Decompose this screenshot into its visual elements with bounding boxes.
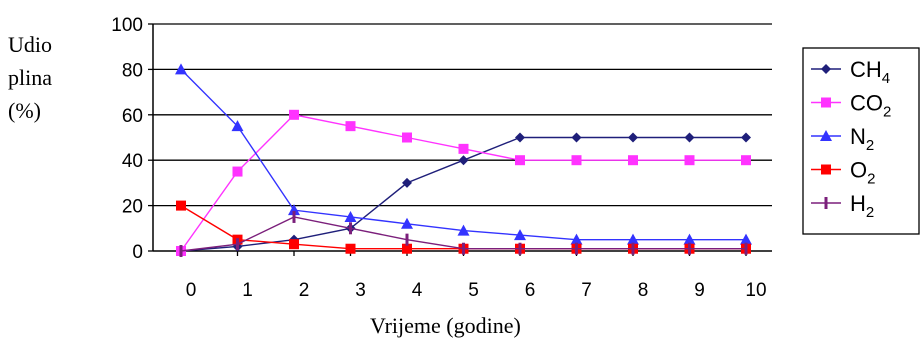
data-point-co2-6 xyxy=(515,155,525,166)
axes xyxy=(148,23,772,256)
y-axis-label-line-3: (%) xyxy=(8,98,41,123)
series-group xyxy=(175,63,752,257)
data-point-n2-5 xyxy=(457,224,470,236)
data-point-h2-9 xyxy=(688,242,691,255)
data-point-h2-3 xyxy=(349,222,352,235)
data-point-ch4-4 xyxy=(402,177,412,188)
data-point-n2-4 xyxy=(401,217,413,229)
legend-label-o2: O2 xyxy=(850,158,875,188)
y-tick-labels: 0 20 40 60 80 100 xyxy=(111,15,143,263)
x-tick-label-7: 7 xyxy=(581,280,592,301)
y-tick-label-60: 60 xyxy=(122,106,143,127)
legend-marker-h2 xyxy=(824,197,828,209)
data-point-ch4-8 xyxy=(628,132,638,143)
data-point-h2-1 xyxy=(236,238,239,251)
x-tick-label-5: 5 xyxy=(468,280,479,301)
data-point-h2-10 xyxy=(744,242,748,255)
data-point-n2-9 xyxy=(683,233,696,245)
data-point-o2-3 xyxy=(345,243,356,254)
x-tick-label-10: 10 xyxy=(745,280,766,301)
data-point-n2-7 xyxy=(570,233,583,245)
legend-label-h2: H2 xyxy=(850,191,874,221)
data-point-co2-4 xyxy=(402,132,412,143)
data-point-co2-9 xyxy=(684,155,695,166)
data-point-co2-5 xyxy=(458,143,469,154)
data-point-n2-3 xyxy=(344,210,357,222)
data-point-co2-10 xyxy=(741,155,751,166)
x-tick-label-0: 0 xyxy=(186,280,197,301)
x-tick-label-2: 2 xyxy=(299,280,310,301)
y-axis-label-line-2: plina xyxy=(8,65,52,90)
data-point-ch4-10 xyxy=(741,132,751,143)
x-tick-label-4: 4 xyxy=(412,280,423,301)
data-point-n2-0 xyxy=(175,63,187,75)
x-tick-label-8: 8 xyxy=(638,280,649,301)
data-point-ch4-5 xyxy=(458,155,469,166)
y-tick-label-20: 20 xyxy=(122,197,143,218)
legend-label-co2: CO2 xyxy=(850,91,891,121)
data-point-h2-4 xyxy=(405,233,409,246)
data-point-n2-10 xyxy=(740,233,752,245)
data-point-co2-1 xyxy=(232,166,243,177)
data-point-h2-0 xyxy=(179,245,183,257)
data-point-h2-5 xyxy=(462,242,465,255)
data-point-h2-6 xyxy=(518,242,522,255)
y-tick-label-0: 0 xyxy=(132,242,143,263)
series-n2 xyxy=(175,63,752,245)
x-tick-label-1: 1 xyxy=(242,280,253,301)
grid xyxy=(153,23,772,207)
data-point-ch4-7 xyxy=(571,132,582,143)
x-tick-labels: 0 1 2 3 4 5 6 7 8 9 10 xyxy=(186,280,767,301)
series-h2 xyxy=(179,210,748,257)
legend-label-n2: N2 xyxy=(850,124,874,154)
y-axis-label: Udio plina (%) xyxy=(8,28,88,127)
data-point-ch4-6 xyxy=(515,132,525,143)
x-tick-label-9: 9 xyxy=(694,280,705,301)
legend-marker-co2 xyxy=(821,97,831,108)
data-point-n2-8 xyxy=(627,233,639,245)
x-tick-label-3: 3 xyxy=(355,280,366,301)
data-point-ch4-9 xyxy=(684,132,695,143)
y-tick-label-80: 80 xyxy=(122,60,143,81)
data-point-o2-4 xyxy=(402,243,412,254)
data-point-n2-6 xyxy=(514,229,526,241)
series-line-n2 xyxy=(180,68,746,241)
data-point-co2-2 xyxy=(289,109,299,120)
legend-marker-ch4 xyxy=(821,64,831,74)
legend-marker-o2 xyxy=(821,164,831,175)
data-point-n2-1 xyxy=(231,120,244,132)
data-point-n2-2 xyxy=(288,204,300,216)
data-point-co2-8 xyxy=(628,155,638,166)
data-point-co2-3 xyxy=(345,121,356,132)
y-tick-label-100: 100 xyxy=(111,15,143,36)
data-point-h2-7 xyxy=(575,242,578,255)
y-tick-label-40: 40 xyxy=(122,151,143,172)
legend-label-ch4: CH4 xyxy=(850,57,890,87)
data-point-co2-7 xyxy=(571,155,582,166)
y-axis-label-line-1: Udio xyxy=(8,32,52,57)
x-axis-label: Vrijeme (godine) xyxy=(370,313,521,338)
data-point-h2-8 xyxy=(631,242,635,255)
legend-marker-n2 xyxy=(820,130,832,141)
data-point-h2-2 xyxy=(292,210,296,223)
x-tick-label-6: 6 xyxy=(525,280,536,301)
data-point-o2-0 xyxy=(176,200,186,211)
data-point-o2-2 xyxy=(289,239,299,250)
